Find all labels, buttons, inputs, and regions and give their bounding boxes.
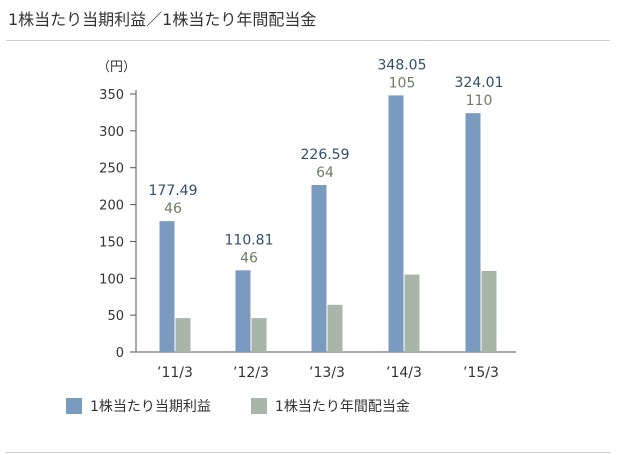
data-label-eps-1: 110.81 [225, 232, 274, 248]
top-divider [6, 40, 610, 41]
data-label-eps-2: 226.59 [301, 147, 350, 163]
bar-dividend-0 [175, 318, 191, 352]
data-label-eps-0: 177.49 [149, 183, 198, 199]
bars [159, 95, 497, 352]
legend: 1株当たり当期利益 1株当たり年間配当金 [66, 396, 450, 416]
data-label-eps-4: 324.01 [455, 75, 504, 91]
y-tick-label-350: 350 [99, 88, 124, 103]
bar-dividend-2 [327, 304, 343, 352]
bar-eps-4 [465, 113, 481, 352]
x-tick-label-1: ’12/3 [233, 365, 269, 381]
y-tick-label-250: 250 [99, 162, 124, 177]
legend-item-dividend: 1株当たり年間配当金 [250, 396, 410, 416]
legend-item-eps: 1株当たり当期利益 [66, 396, 211, 416]
bar-eps-3 [388, 95, 404, 352]
data-label-dividend-3: 105 [389, 75, 416, 91]
y-tick-label-200: 200 [99, 199, 124, 214]
y-tick-label-300: 300 [99, 125, 124, 140]
legend-label-eps: 1株当たり当期利益 [90, 399, 211, 415]
y-axis-unit-label: （円） [97, 60, 136, 75]
data-label-dividend-4: 110 [466, 93, 493, 109]
bottom-divider [6, 452, 610, 453]
legend-label-dividend: 1株当たり年間配当金 [274, 399, 410, 415]
y-tick-label-50: 50 [107, 309, 124, 324]
x-tick-label-2: ’13/3 [309, 365, 345, 381]
x-tick-label-3: ’14/3 [386, 365, 422, 381]
y-tick-label-0: 0 [116, 346, 124, 361]
bar-eps-2 [311, 184, 327, 352]
bar-dividend-1 [251, 318, 267, 352]
x-tick-label-0: ’11/3 [157, 365, 193, 381]
y-axis-ticks: 0 50 100 150 200 250 300 350 [99, 88, 136, 361]
data-labels: 177.49 46 110.81 46 226.59 64 348.05 105 324.01 1… [149, 57, 504, 266]
bar-eps-0 [159, 221, 175, 352]
y-tick-label-100: 100 [99, 272, 124, 287]
bar-dividend-4 [481, 270, 497, 352]
x-axis-ticks: ’11/3 ’12/3 ’13/3 ’14/3 ’15/3 [157, 365, 499, 381]
bar-dividend-3 [404, 274, 420, 352]
bar-eps-1 [235, 270, 251, 352]
legend-swatch-eps [66, 398, 82, 414]
data-label-dividend-0: 46 [164, 201, 182, 217]
x-tick-label-4: ’15/3 [463, 365, 499, 381]
data-label-dividend-1: 46 [240, 250, 258, 266]
page-title: 1株当たり当期利益／1株当たり年間配当金 [8, 10, 317, 29]
data-label-dividend-2: 64 [316, 165, 334, 181]
legend-swatch-dividend [250, 398, 267, 414]
data-label-eps-3: 348.05 [378, 57, 427, 73]
y-tick-label-150: 150 [99, 235, 124, 250]
